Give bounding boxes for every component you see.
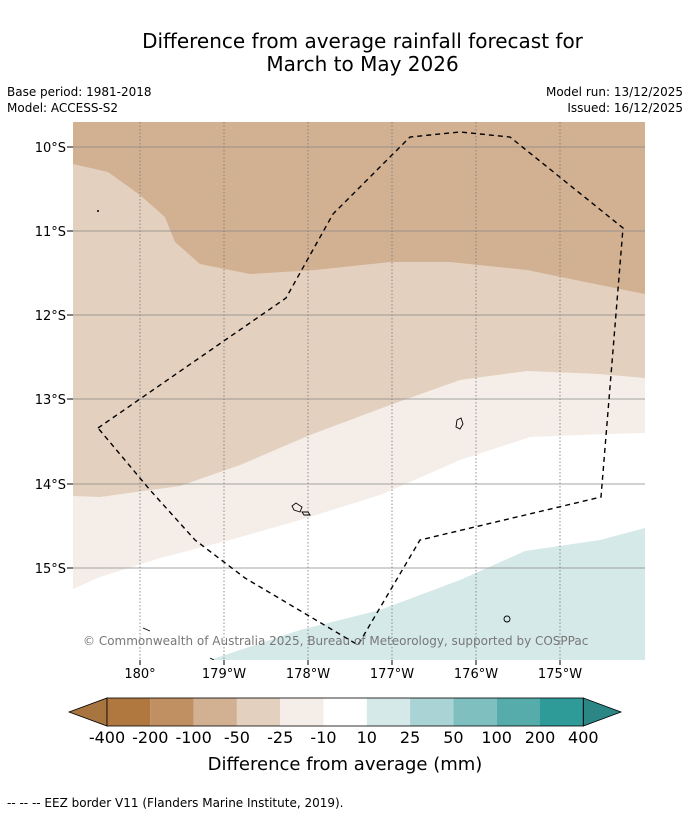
colorbar-segment [280, 698, 324, 726]
eez-border [96, 131, 624, 646]
island-outline [291, 502, 303, 513]
title-line-2: March to May 2026 [266, 52, 459, 76]
eez-footnote: -- -- -- EEZ border V11 (Flanders Marine… [7, 796, 344, 810]
colorbar-segment [236, 698, 281, 726]
lat-label: 10°S [35, 141, 66, 156]
legend-label: 200 [525, 728, 556, 747]
legend-label: 50 [443, 728, 463, 747]
island-outline [301, 511, 311, 516]
lat-label: 13°S [35, 393, 66, 408]
latitude-axis: 10°S 11°S 12°S 13°S 14°S 15°S [35, 141, 73, 577]
base-period: Base period: 1981-2018 [7, 85, 152, 99]
legend-label: 10 [357, 728, 377, 747]
island-outline [503, 615, 511, 623]
colorbar-segment [107, 698, 151, 726]
legend-label: -25 [267, 728, 293, 747]
colorbar-segment [366, 698, 411, 726]
lat-label: 12°S [35, 309, 66, 324]
colorbar-segment [453, 698, 497, 726]
lon-label: 180° [124, 667, 155, 682]
longitude-gridlines [139, 122, 561, 660]
region-minus100-to-minus50 [73, 122, 645, 294]
lon-label: 178°W [286, 667, 330, 682]
legend-label: -100 [175, 728, 211, 747]
colorbar-segment [193, 698, 237, 726]
map-area: © Commonwealth of Australia 2025, Bureau… [73, 122, 645, 660]
forecast-map: © Commonwealth of Australia 2025, Bureau… [35, 122, 645, 775]
colorbar-legend: -400 -200 -100 -50 -25 -10 10 25 50 100 … [67, 697, 623, 775]
model-name: Model: ACCESS-S2 [7, 101, 119, 115]
run-info: Model run: 13/12/2025 Issued: 16/12/2025 [546, 84, 683, 116]
legend-label: -10 [310, 728, 336, 747]
colorbar-segment [410, 698, 454, 726]
island-outline [455, 417, 464, 430]
legend-label: -400 [89, 728, 125, 747]
lon-label: 179°W [202, 667, 246, 682]
colorbar-arrow-low [67, 697, 108, 727]
lat-label: 15°S [35, 562, 66, 577]
island-marker [97, 210, 99, 212]
copyright-notice: © Commonwealth of Australia 2025, Bureau… [83, 634, 588, 648]
legend-label: -200 [132, 728, 168, 747]
lon-label: 176°W [454, 667, 498, 682]
colorbar-segment [496, 698, 540, 726]
model-info: Base period: 1981-2018 Model: ACCESS-S2 [7, 84, 152, 116]
legend-label: 400 [568, 728, 599, 747]
legend-label: 100 [481, 728, 512, 747]
legend-title: Difference from average (mm) [208, 754, 483, 775]
chart-title: Difference from average rainfall forecas… [0, 30, 690, 76]
region-10-to-25 [210, 528, 645, 660]
issued-date: Issued: 16/12/2025 [567, 101, 683, 115]
colorbar-segment [323, 698, 367, 726]
longitude-axis: 180° 179°W 178°W 177°W 176°W 175°W [124, 660, 582, 682]
island-outline [209, 657, 215, 660]
latitude-gridlines [73, 146, 645, 569]
legend-label: 25 [400, 728, 420, 747]
colorbar-arrow-high [582, 697, 623, 727]
title-line-1: Difference from average rainfall forecas… [142, 29, 583, 53]
model-run: Model run: 13/12/2025 [545, 85, 683, 99]
lon-label: 177°W [370, 667, 414, 682]
lon-label: 175°W [538, 667, 582, 682]
lat-label: 14°S [35, 478, 66, 493]
colorbar-segment [540, 698, 584, 726]
colorbar-segment [150, 698, 194, 726]
island-outline [142, 627, 151, 632]
lat-label: 11°S [35, 225, 66, 240]
legend-label: -50 [224, 728, 250, 747]
